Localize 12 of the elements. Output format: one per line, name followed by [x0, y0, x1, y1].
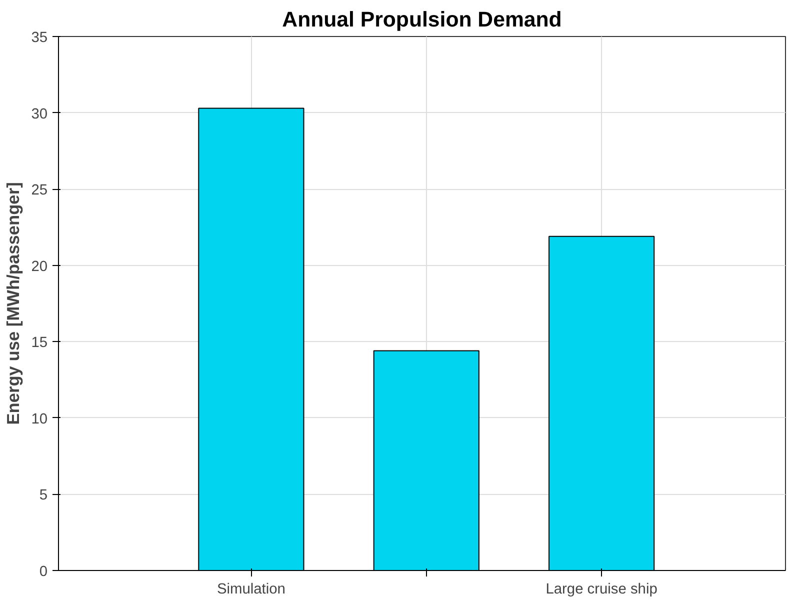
y-tick-label: 20	[31, 258, 48, 275]
y-tick-label: 25	[31, 182, 48, 199]
y-tick-label: 15	[31, 335, 48, 352]
y-tick-label: 35	[31, 30, 48, 46]
y-axis-title: Energy use [MWh/passenger]	[3, 182, 24, 425]
x-tick-label: Simulation	[216, 582, 286, 598]
y-tick-label: 5	[39, 488, 48, 504]
y-tick-label: 30	[31, 106, 48, 122]
x-tick-label: Large cruise ship	[546, 582, 658, 598]
chart-title: Annual Propulsion Demand	[282, 8, 562, 32]
y-tick-label: 0	[39, 564, 48, 580]
y-tick-label: 10	[31, 411, 48, 428]
